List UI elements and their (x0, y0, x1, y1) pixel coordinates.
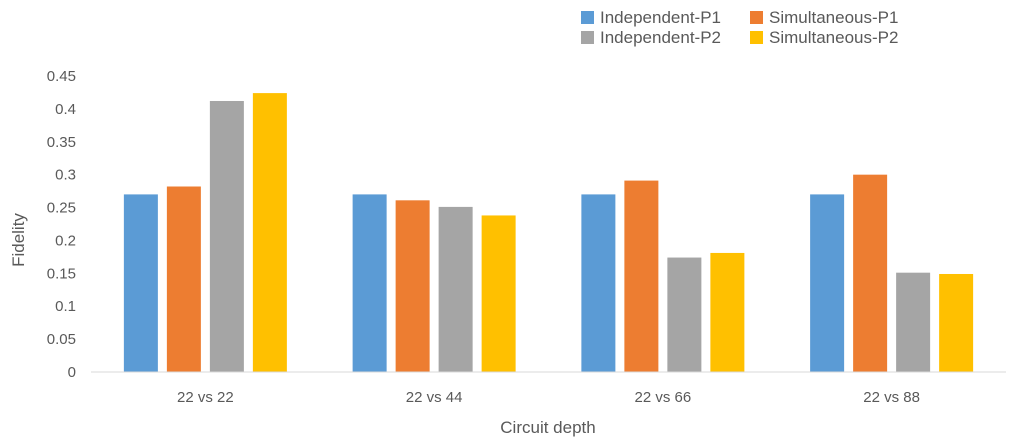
bar (209, 100, 244, 373)
legend-label: Independent-P2 (600, 28, 721, 47)
bars (123, 93, 974, 373)
bar (810, 194, 845, 372)
legend-swatch (750, 11, 763, 24)
y-tick-label: 0.05 (47, 331, 76, 348)
bar (853, 174, 888, 372)
bar (123, 194, 158, 372)
bar (939, 273, 974, 372)
bar (896, 272, 931, 372)
y-tick-label: 0.1 (55, 298, 76, 315)
y-tick-label: 0.35 (47, 134, 76, 151)
x-axis-title: Circuit depth (500, 418, 595, 437)
x-tick-label: 22 vs 66 (635, 389, 692, 406)
bar (395, 200, 430, 372)
x-tick-label: 22 vs 22 (177, 389, 234, 406)
legend-label: Simultaneous-P1 (769, 8, 898, 27)
bar (438, 206, 473, 372)
x-axis: 22 vs 22 22 vs 44 22 vs 66 22 vs 88 (177, 389, 920, 406)
bar (166, 186, 201, 372)
legend-swatch (581, 31, 594, 44)
y-tick-label: 0.25 (47, 200, 76, 217)
bar (481, 215, 516, 372)
legend-swatch (750, 31, 763, 44)
y-tick-label: 0.15 (47, 265, 76, 282)
bar (352, 194, 387, 372)
bar (667, 257, 702, 372)
legend-label: Independent-P1 (600, 8, 721, 27)
y-axis-title: Fidelity (9, 213, 28, 267)
legend-swatch (581, 11, 594, 24)
y-tick-label: 0.2 (55, 232, 76, 249)
bar (710, 252, 745, 372)
bar (581, 194, 616, 372)
y-tick-label: 0.4 (55, 101, 76, 118)
bar (252, 93, 287, 372)
x-tick-label: 22 vs 88 (863, 389, 920, 406)
y-tick-label: 0 (68, 364, 76, 381)
y-axis: 0 0.05 0.1 0.15 0.2 0.25 0.3 0.35 0.4 0.45 (47, 68, 76, 381)
y-tick-label: 0.45 (47, 68, 76, 85)
legend: Independent-P1 Simultaneous-P1 Independent… (581, 8, 898, 47)
bar (624, 180, 659, 372)
legend-label: Simultaneous-P2 (769, 28, 898, 47)
x-tick-label: 22 vs 44 (406, 389, 463, 406)
y-tick-label: 0.3 (55, 167, 76, 184)
